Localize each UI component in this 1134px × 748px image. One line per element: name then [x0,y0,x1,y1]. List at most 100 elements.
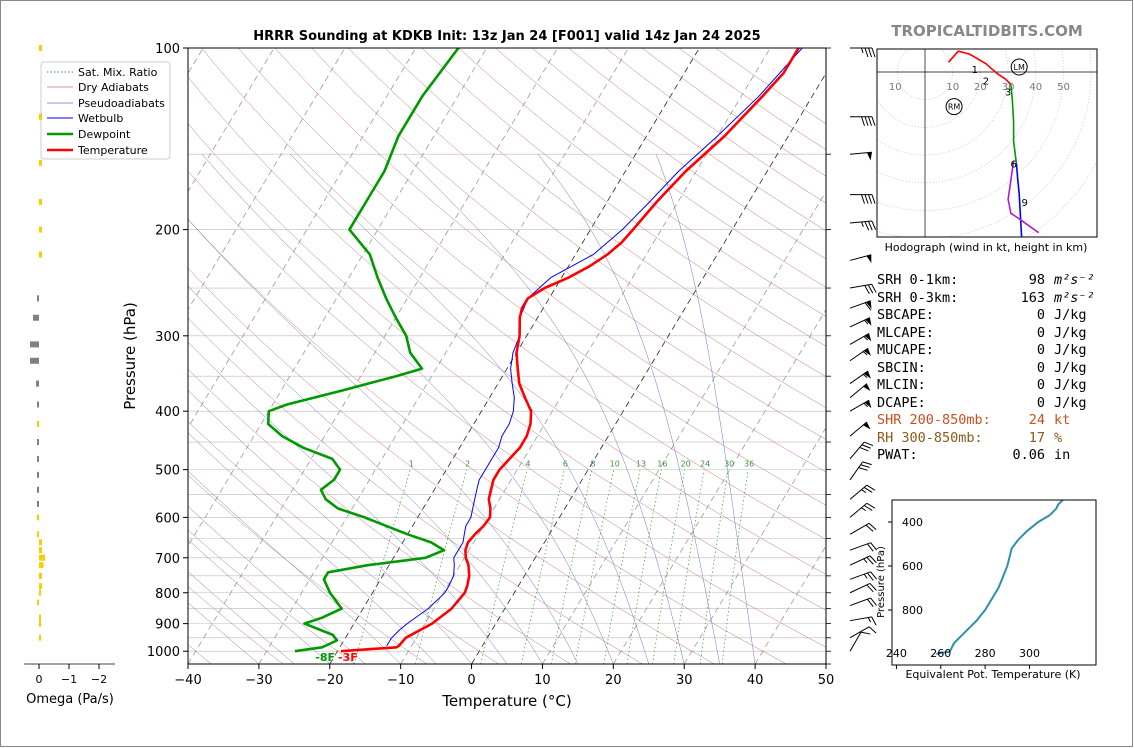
pseudoadiabat [188,539,330,664]
mixing-ratio-label: 13 [636,460,646,469]
index-value: 0 [1036,342,1045,358]
barb-shaft [849,370,869,384]
theta-e-x-tick-label: 300 [1019,647,1040,660]
pseudoadiabat [290,154,650,664]
omega-bar [39,589,41,596]
barb-full [868,522,877,530]
pseudoadiabat [403,154,685,664]
theta-e-y-label: Pressure (hPa) [876,546,887,618]
hodo-ring-label: 50 [1057,82,1070,93]
legend-label: Temperature [77,144,148,157]
barb-full [866,543,874,552]
omega-bar [39,547,42,554]
barb-shaft [849,484,868,500]
omega-bar [39,159,42,166]
mixing-ratio-label: 24 [700,460,710,469]
theta-e-x-label: Equivalent Pot. Temperature (K) [905,668,1080,681]
barb-full [866,598,874,607]
y-tick-label: 700 [155,552,180,567]
y-tick-label: 800 [155,587,180,602]
index-unit: J/kg [1054,342,1087,358]
barb-full [860,631,871,635]
barb-full [865,524,874,532]
index-label: MLCAPE: [877,324,934,341]
wind-barb [849,317,872,328]
omega-bar [39,226,42,233]
barb-full [866,484,876,491]
barb-half [863,558,868,564]
barb-shaft [849,597,871,607]
dry-adiabat [348,48,826,408]
omega-bar [36,380,39,387]
barb-full [870,597,877,606]
omega-bar [39,562,44,569]
omega-bar [37,531,39,538]
barb-full [868,194,872,204]
index-label: SRH 0-3km: [877,289,959,306]
dry-adiabat [238,48,826,506]
barb-full [866,572,874,581]
index-label: PWAT: [877,447,918,463]
barb-shaft [849,555,871,566]
index-row: MLCAPE: 0 J/kg [877,325,1097,343]
omega-bar [39,614,41,621]
omega-panel: 0 −1 −2 [24,45,115,686]
wind-barb [849,370,871,384]
index-value: 98 [1028,272,1045,288]
index-label: SRH 0-1km: [877,272,959,288]
hodo-trace [1015,163,1023,237]
wind-barb [849,542,877,552]
dry-adiabat [188,218,787,664]
omega-bar [39,113,42,120]
index-value: 24 [1028,412,1045,428]
omega-tick-label: −1 [61,673,77,686]
barb-half [860,221,864,227]
isotherm-line [258,48,629,664]
dry-adiabat [201,48,826,540]
mixing-ratio-line [626,469,662,664]
index-row: SRH 0-3km: 163 m²s⁻² [877,290,1097,308]
barb-half [861,489,867,493]
x-tick-label: −30 [245,673,272,688]
dry-adiabat [421,48,826,347]
index-label: SBCIN: [877,359,926,376]
legend-label: Wetbulb [78,112,123,125]
barb-shaft [849,254,872,261]
theta-e-y-tick-label: 400 [902,516,923,529]
omega-bar [39,45,42,51]
barb-shaft [849,421,868,437]
hodo-trace [1010,84,1018,164]
pseudoadiabat [201,154,614,664]
x-tick-label: −40 [174,673,201,688]
barb-flag [863,370,871,379]
mixing-ratio-line [673,469,705,664]
barb-full [861,116,865,126]
barb-shaft [849,583,871,594]
barb-full [867,284,874,294]
mixing-ratio-label: 36 [744,460,754,469]
barb-full [864,285,870,295]
barb-full [858,467,868,471]
hodo-ring-label: 10 [889,82,902,93]
chart-title: HRRR Sounding at KDKB Init: 13z Jan 24 [… [253,29,760,44]
mixing-ratio-label: 10 [610,460,620,469]
index-value: 0 [1036,359,1045,376]
barb-full [864,302,872,311]
omega-bar [39,583,42,590]
index-row: MUCAPE: 0 J/kg [877,342,1097,360]
dry-adiabat [188,317,643,664]
storm-motion-marker [1010,58,1028,76]
barb-full [870,542,877,551]
barb-half [867,617,872,623]
legend-label: Pseudoadiabats [78,97,165,110]
theta-e-x-tick-label: 280 [975,647,996,660]
watermark: TROPICALTIDBITS.COM [891,22,1083,40]
theta-e-y-tick-label: 600 [902,560,923,573]
barb-full [871,220,877,230]
barb-flag [864,333,872,342]
barb-full [864,47,869,58]
wind-barb [849,254,872,263]
barb-full [871,283,877,293]
index-unit: J/kg [1054,324,1087,341]
dry-adiabat [384,48,826,377]
